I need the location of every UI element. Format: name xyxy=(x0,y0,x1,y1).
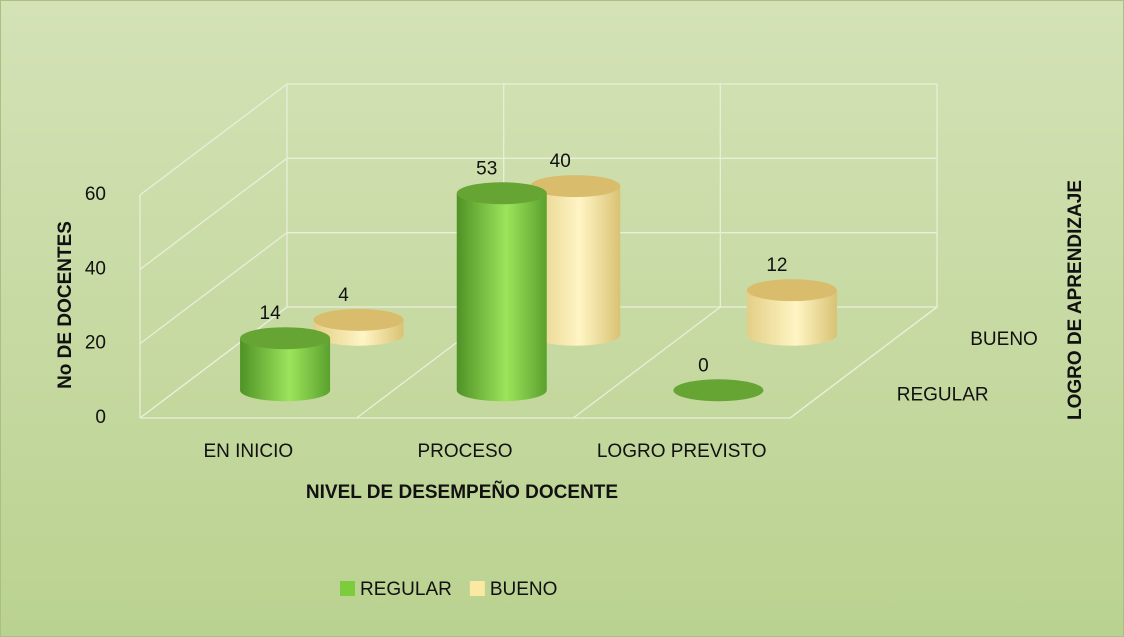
value-label: 40 xyxy=(550,151,571,172)
legend-label: BUENO xyxy=(490,579,558,600)
cylinder-top xyxy=(746,279,837,302)
value-label: 14 xyxy=(260,303,282,324)
cylinder-top xyxy=(313,308,404,331)
y-tick-label: 0 xyxy=(95,407,106,428)
depth-label: BUENO xyxy=(970,329,1038,350)
cylinder xyxy=(673,379,764,402)
cylinder xyxy=(456,182,547,402)
wall-line xyxy=(139,84,288,419)
cylinder-body xyxy=(746,290,837,346)
cylinder xyxy=(746,279,837,346)
cylinder-top xyxy=(673,379,764,402)
x-tick-label: LOGRO PREVISTO xyxy=(597,441,767,462)
legend-swatch xyxy=(469,581,485,596)
value-label: 0 xyxy=(698,355,709,376)
value-label: 53 xyxy=(476,158,497,179)
cylinder xyxy=(240,327,331,402)
legend-label: REGULAR xyxy=(360,579,452,600)
value-label: 4 xyxy=(338,285,349,306)
cylinder-body xyxy=(240,338,331,402)
z-axis-title: LOGRO DE APRENDIZAJE xyxy=(1065,180,1086,420)
cylinder-body xyxy=(456,193,547,402)
floor-edge xyxy=(140,306,938,419)
cylinder xyxy=(313,308,404,346)
y-axis-title: No DE DOCENTES xyxy=(55,221,76,389)
legend-swatch xyxy=(340,581,355,596)
cylinder-body xyxy=(530,186,621,346)
y-tick-label: 40 xyxy=(85,258,106,279)
cylinder-top xyxy=(240,327,331,350)
cylinder-top xyxy=(456,182,547,205)
value-label: 12 xyxy=(766,255,787,276)
depth-label: REGULAR xyxy=(897,384,989,405)
x-tick-label: PROCESO xyxy=(417,441,512,462)
cylinder xyxy=(530,175,621,346)
x-axis-title: NIVEL DE DESEMPEÑO DOCENTE xyxy=(306,481,618,503)
y-tick-label: 60 xyxy=(85,184,106,205)
x-tick-label: EN INICIO xyxy=(203,441,293,462)
wall-line xyxy=(572,84,721,419)
cylinder-top xyxy=(530,175,621,198)
y-tick-label: 20 xyxy=(85,333,106,354)
